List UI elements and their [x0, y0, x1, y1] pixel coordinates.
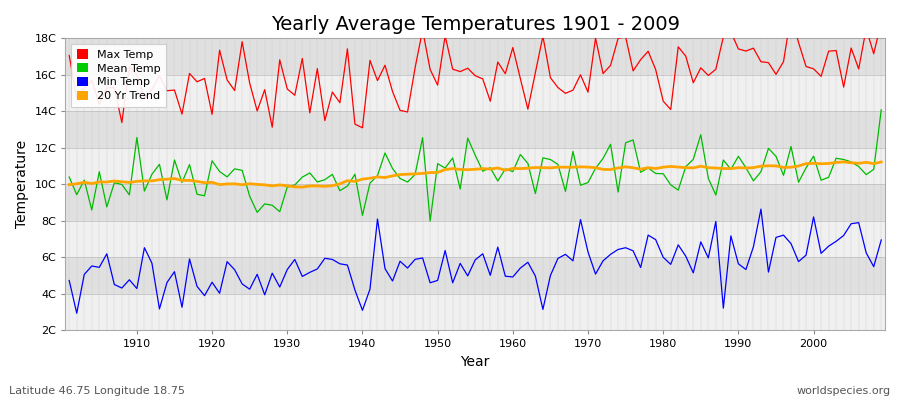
Bar — [66, 184, 885, 221]
Y-axis label: Temperature: Temperature — [15, 140, 29, 228]
Bar — [66, 38, 885, 75]
Title: Yearly Average Temperatures 1901 - 2009: Yearly Average Temperatures 1901 - 2009 — [271, 15, 680, 34]
Bar — [66, 294, 885, 330]
Legend: Max Temp, Mean Temp, Min Temp, 20 Yr Trend: Max Temp, Mean Temp, Min Temp, 20 Yr Tre… — [71, 44, 166, 107]
Bar — [66, 221, 885, 257]
Text: worldspecies.org: worldspecies.org — [796, 386, 891, 396]
Text: Latitude 46.75 Longitude 18.75: Latitude 46.75 Longitude 18.75 — [9, 386, 185, 396]
Bar — [66, 148, 885, 184]
Bar — [66, 75, 885, 111]
Bar — [66, 111, 885, 148]
X-axis label: Year: Year — [461, 355, 490, 369]
Bar — [66, 257, 885, 294]
